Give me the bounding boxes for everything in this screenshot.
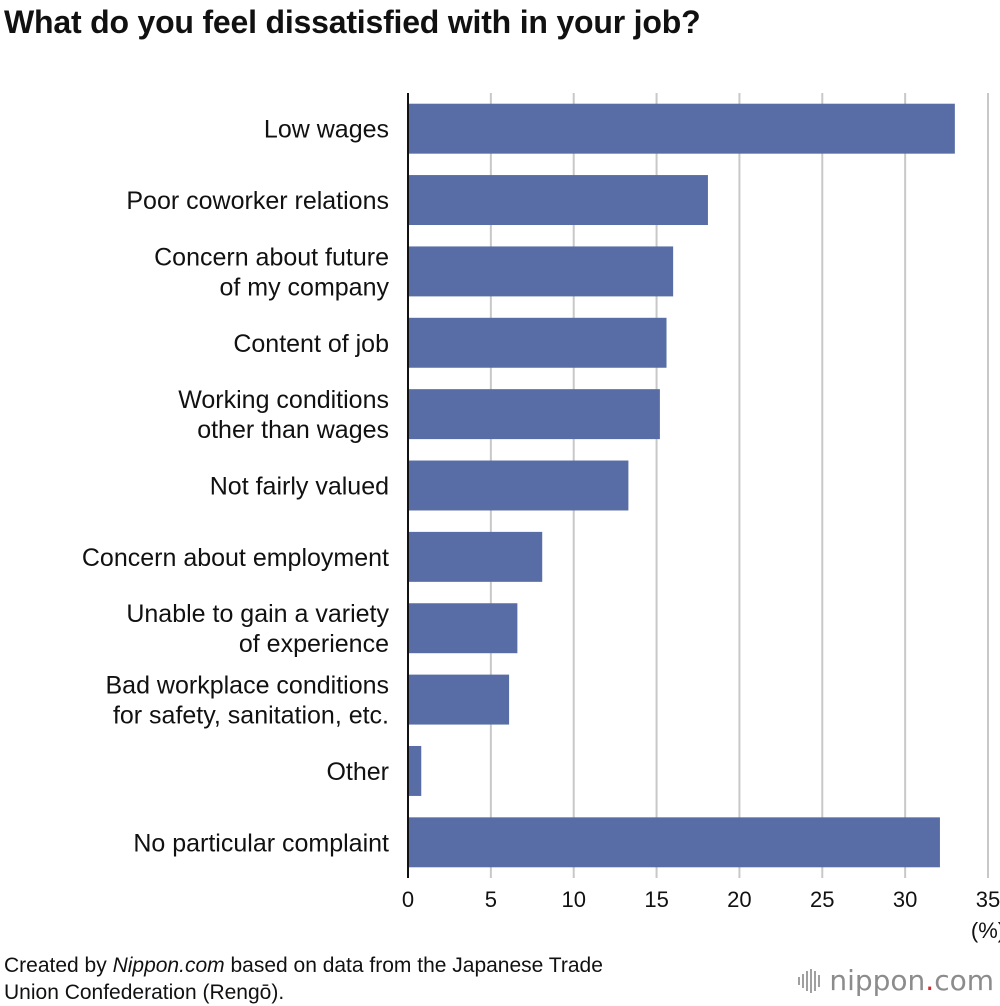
bar-0	[408, 103, 955, 154]
category-label-6: Concern about employment	[82, 544, 389, 572]
category-label-2: Concern about future of my company	[154, 243, 389, 301]
category-label-4: Working conditions other than wages	[178, 386, 389, 444]
category-label-10: No particular complaint	[133, 829, 389, 857]
bar-2	[408, 246, 674, 297]
x-tick-10: 10	[561, 887, 585, 912]
bar-9	[408, 745, 422, 796]
nippon-logo: nippon. com	[797, 964, 994, 997]
logo-bars-icon	[798, 968, 821, 993]
x-tick-20: 20	[727, 887, 751, 912]
source-line1-suffix: based on data from the Japanese Trade	[224, 954, 603, 977]
logo-name: nippon	[829, 964, 926, 997]
category-label-7: Unable to gain a variety of experience	[126, 600, 389, 658]
bar-10	[408, 817, 940, 868]
bar-8	[408, 674, 510, 725]
source-note: Created by Nippon.com based on data from…	[4, 952, 603, 1006]
logo-tld: com	[934, 964, 994, 997]
source-line2: Union Confederation (Rengō).	[4, 981, 285, 1004]
bar-chart: Low wages Poor coworker relations Concern …	[82, 93, 1000, 943]
bar-6	[408, 531, 543, 582]
x-axis-unit-label: (%)	[971, 918, 1000, 943]
category-label-8: Bad workplace conditions for safety, sani…	[106, 672, 390, 730]
bars	[408, 103, 955, 868]
chart-title: What do you feel dissatisfied with in yo…	[4, 4, 701, 40]
x-tick-30: 30	[893, 887, 917, 912]
bar-1	[408, 175, 708, 226]
category-label-3: Content of job	[233, 330, 389, 358]
bar-7	[408, 603, 518, 654]
category-label-5: Not fairly valued	[210, 473, 389, 501]
x-tick-0: 0	[402, 887, 414, 912]
x-tick-15: 15	[644, 887, 668, 912]
bar-3	[408, 317, 667, 368]
category-label-0: Low wages	[264, 116, 389, 144]
source-site: Nippon.com	[112, 954, 225, 977]
category-label-1: Poor coworker relations	[126, 187, 389, 215]
source-prefix: Created by	[4, 954, 113, 977]
category-labels: Low wages Poor coworker relations Concern …	[82, 116, 390, 858]
category-label-9: Other	[326, 758, 389, 786]
logo-dot: .	[925, 964, 935, 997]
x-tick-25: 25	[810, 887, 834, 912]
bar-5	[408, 460, 629, 511]
bar-4	[408, 389, 660, 440]
x-tick-labels: 0 5 10 15 20 25 30 35	[402, 887, 1000, 912]
x-tick-35: 35	[976, 887, 1000, 912]
x-tick-5: 5	[485, 887, 497, 912]
